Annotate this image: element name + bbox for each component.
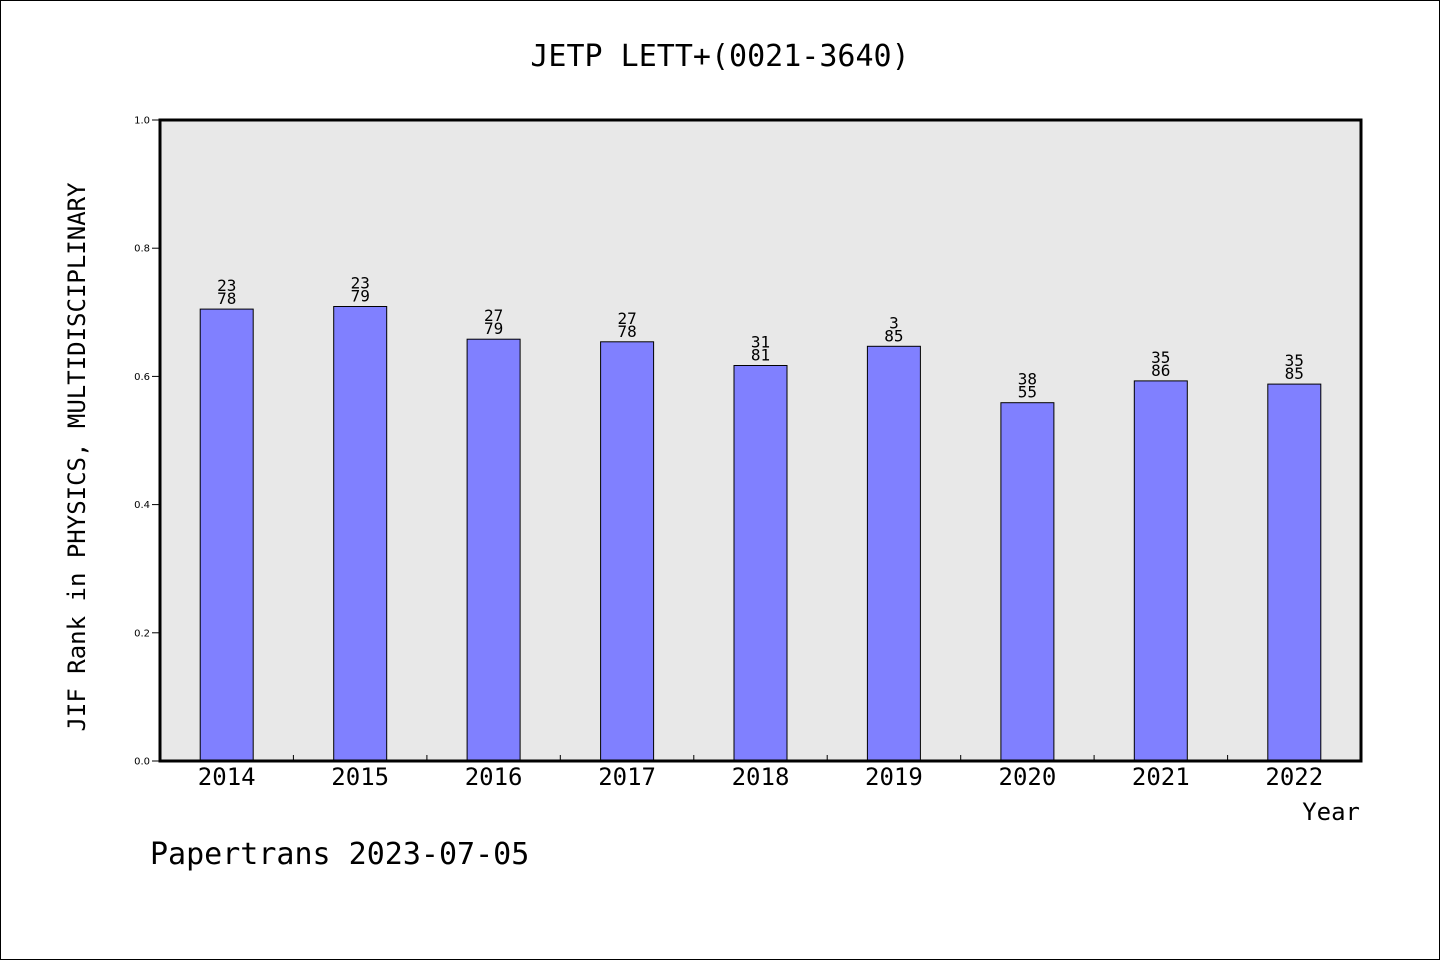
- bar-2014: [199, 308, 254, 762]
- bar-2016: [466, 338, 521, 762]
- data-label-rank-2022: 35: [1285, 351, 1304, 370]
- x-tick-label-2017: 2017: [598, 763, 656, 791]
- bar-2017: [600, 341, 655, 762]
- data-label-rank-2020: 38: [1018, 370, 1037, 389]
- bar-2020: [1000, 402, 1055, 762]
- data-label-rank-2019: 3: [889, 313, 899, 332]
- x-axis-label: Year: [1302, 798, 1360, 826]
- y-tick-label: 0.2: [134, 628, 150, 639]
- data-label-total-2016: 79: [484, 319, 503, 338]
- data-label-rank-2014: 23: [217, 276, 236, 295]
- y-tick-label: 0.8: [134, 244, 150, 255]
- chart-title: JETP LETT+(0021-3640): [530, 39, 909, 74]
- bar-2022: [1267, 383, 1322, 762]
- data-label-rank-2015: 23: [351, 274, 370, 293]
- x-tick-label-2018: 2018: [732, 763, 790, 791]
- data-label-rank-2021: 35: [1151, 348, 1170, 367]
- footer-text: Papertrans 2023-07-05: [150, 837, 529, 872]
- bar-2015: [333, 306, 388, 762]
- x-tick-label-2015: 2015: [331, 763, 389, 791]
- data-label-total-2014: 78: [217, 289, 236, 308]
- data-label-total-2020: 55: [1018, 383, 1037, 402]
- bar-2018: [733, 365, 788, 762]
- x-tick-label-2019: 2019: [865, 763, 923, 791]
- x-tick-label-2022: 2022: [1265, 763, 1323, 791]
- data-label-total-2021: 86: [1151, 361, 1170, 380]
- data-label-total-2019: 85: [884, 326, 903, 345]
- bar-2021: [1133, 380, 1188, 762]
- x-tick-label-2020: 2020: [999, 763, 1057, 791]
- y-tick-label: 0.0: [134, 757, 150, 768]
- x-tick-label-2021: 2021: [1132, 763, 1190, 791]
- data-label-rank-2016: 27: [484, 306, 503, 325]
- plot-frame: [158, 118, 1363, 763]
- data-label-total-2022: 85: [1285, 364, 1304, 383]
- y-axis-label: JIF Rank in PHYSICS, MULTIDISCIPLINARY: [63, 182, 91, 732]
- y-tick-label: 0.4: [134, 500, 150, 511]
- x-tick-label-2014: 2014: [198, 763, 256, 791]
- bar-2019: [866, 345, 921, 762]
- data-label-total-2015: 79: [351, 287, 370, 306]
- x-tick-label-2016: 2016: [465, 763, 523, 791]
- data-label-total-2017: 78: [617, 322, 636, 341]
- ticks-group: 2014 2015 2016 2017 2018 2019 2020 2021 2022 0.0 0…: [134, 116, 1323, 792]
- y-tick-label: 0.6: [134, 372, 150, 383]
- data-label-total-2018: 81: [751, 346, 770, 365]
- y-tick-label: 1.0: [134, 116, 150, 127]
- data-label-rank-2017: 27: [617, 309, 636, 328]
- data-label-rank-2018: 31: [751, 333, 770, 352]
